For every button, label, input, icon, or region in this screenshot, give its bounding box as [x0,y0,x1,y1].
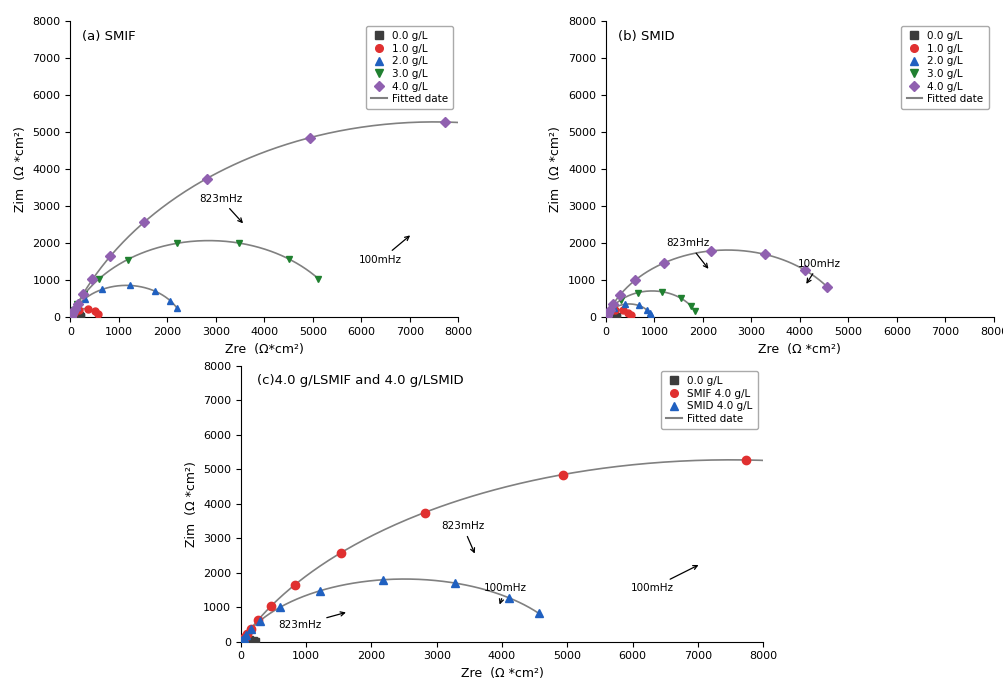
Text: 823mHz: 823mHz [440,521,484,552]
Y-axis label: Zim  (Ω *cm²): Zim (Ω *cm²) [185,461,198,546]
Text: 100mHz: 100mHz [359,236,408,265]
X-axis label: Zre  (Ω*cm²): Zre (Ω*cm²) [225,343,304,355]
Text: 823mHz: 823mHz [666,238,709,268]
Y-axis label: Zim  (Ω *cm²): Zim (Ω *cm²) [549,126,562,212]
Legend: 0.0 g/L, 1.0 g/L, 2.0 g/L, 3.0 g/L, 4.0 g/L, Fitted date: 0.0 g/L, 1.0 g/L, 2.0 g/L, 3.0 g/L, 4.0 … [901,26,988,109]
Legend: 0.0 g/L, SMIF 4.0 g/L, SMID 4.0 g/L, Fitted date: 0.0 g/L, SMIF 4.0 g/L, SMID 4.0 g/L, Fit… [661,371,757,429]
X-axis label: Zre  (Ω *cm²): Zre (Ω *cm²) [757,343,841,355]
Text: 823mHz: 823mHz [278,612,344,630]
Text: 100mHz: 100mHz [797,259,840,283]
Legend: 0.0 g/L, 1.0 g/L, 2.0 g/L, 3.0 g/L, 4.0 g/L, Fitted date: 0.0 g/L, 1.0 g/L, 2.0 g/L, 3.0 g/L, 4.0 … [365,26,452,109]
Text: 100mHz: 100mHz [630,566,697,593]
Text: 823mHz: 823mHz [199,194,242,222]
Text: 100mHz: 100mHz [483,583,527,603]
X-axis label: Zre  (Ω *cm²): Zre (Ω *cm²) [460,667,543,680]
Y-axis label: Zim  (Ω *cm²): Zim (Ω *cm²) [14,126,27,212]
Text: (c)4.0 g/LSMIF and 4.0 g/LSMID: (c)4.0 g/LSMIF and 4.0 g/LSMID [257,374,462,387]
Text: (a) SMIF: (a) SMIF [82,30,135,43]
Text: (b) SMID: (b) SMID [617,30,673,43]
